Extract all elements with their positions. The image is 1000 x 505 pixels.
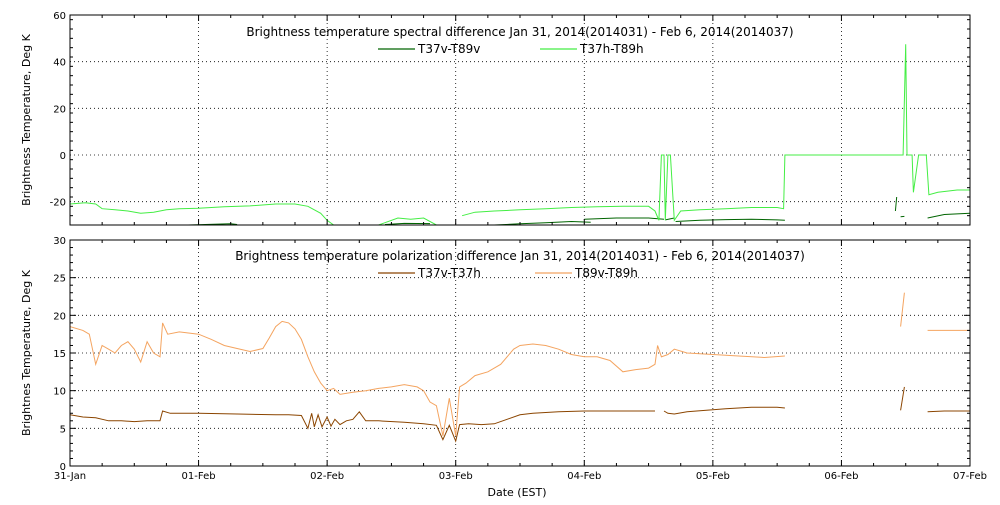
x-tick-label: 01-Feb [182, 471, 216, 482]
series-line [462, 44, 970, 220]
legend-label: T37h-T89h [579, 42, 644, 56]
series-t37v-t89v [188, 197, 970, 225]
y-tick-label: 20 [53, 311, 66, 322]
legend-label: T37v-T37h [417, 266, 481, 280]
x-tick-label: 07-Feb [953, 471, 987, 482]
y-tick-label: 60 [53, 11, 66, 22]
y-axis-label: Brightness Temperature, Deg K [20, 33, 33, 205]
series-line [584, 218, 664, 219]
legend-label: T37v-T89v [417, 42, 480, 56]
series-line [895, 197, 896, 211]
y-tick-label: 10 [53, 387, 66, 398]
series-line [901, 293, 905, 327]
y-axis-label: Brightnes Temperature, Deg K [20, 269, 33, 436]
y-tick-label: 20 [53, 104, 66, 115]
y-tick-label: -20 [50, 198, 66, 209]
series-line [70, 203, 334, 225]
x-axis-label: Date (EST) [487, 486, 546, 499]
series-line [665, 218, 674, 220]
series-line [70, 411, 655, 441]
x-tick-label: 05-Feb [696, 471, 730, 482]
y-tick-label: 30 [53, 236, 66, 247]
y-tick-label: 5 [60, 424, 66, 435]
series-t37h-t89h [70, 44, 970, 225]
x-tick-label: 06-Feb [824, 471, 858, 482]
series-line [928, 411, 970, 412]
chart-title: Brightness temperature spectral differen… [246, 25, 793, 39]
series-line [928, 213, 970, 218]
x-tick-label: 31-Jan [54, 471, 86, 482]
series-line [676, 219, 785, 221]
series-line [494, 222, 590, 226]
x-tick-label: 02-Feb [310, 471, 344, 482]
chart-title: Brightness temperature polarization diff… [235, 249, 805, 263]
x-tick-label: 03-Feb [439, 471, 473, 482]
series-line [70, 321, 785, 436]
plot-frame [70, 15, 970, 225]
legend-label: T89v-T89h [574, 266, 638, 280]
y-tick-label: 40 [53, 58, 66, 69]
y-tick-label: 0 [60, 151, 66, 162]
x-tick-label: 04-Feb [567, 471, 601, 482]
series-t37v-t37h [70, 387, 970, 441]
y-tick-label: 25 [53, 274, 66, 285]
spectral-difference-panel: -20 0 20 40 60 Brightness temperature spectra… [20, 11, 970, 225]
series-line [664, 407, 785, 414]
y-tick-label: 15 [53, 349, 66, 360]
